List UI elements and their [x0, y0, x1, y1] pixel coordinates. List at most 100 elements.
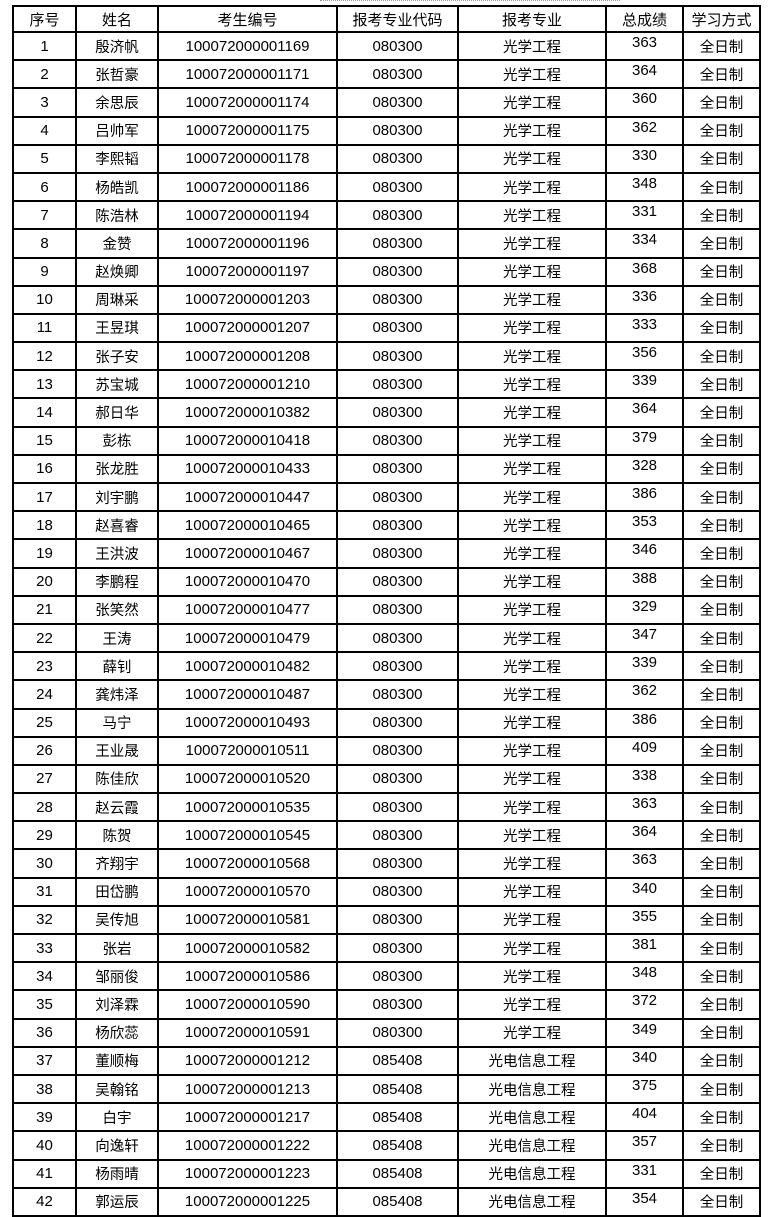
cell-candidate-id: 100072000010479 — [157, 622, 338, 654]
cell-index: 26 — [12, 735, 77, 766]
cell-study-mode: 全日制 — [682, 143, 761, 174]
cell-total-score: 362 — [605, 679, 684, 710]
cell-major-code: 080300 — [336, 820, 459, 851]
cell-study-mode: 全日制 — [682, 115, 761, 146]
cell-index: 23 — [12, 651, 77, 682]
cell-study-mode: 全日制 — [682, 369, 761, 400]
table-row: 16 张龙胜 100072000010433 080300 光学工程 328 全日制 — [12, 453, 761, 485]
cell-index: 42 — [12, 1186, 77, 1217]
cell-name: 吴翰铭 — [75, 1073, 159, 1105]
cell-name: 陈浩林 — [75, 200, 159, 231]
table-row: 29 陈贺 100072000010545 080300 光学工程 364 全日制 — [12, 820, 761, 851]
cell-candidate-id: 100072000010465 — [157, 510, 338, 541]
cell-total-score: 363 — [605, 30, 684, 62]
table-row: 20 李鹏程 100072000010470 080300 光学工程 388 全日制 — [12, 566, 761, 597]
cell-name: 吕帅军 — [75, 115, 159, 146]
cell-major-code: 080300 — [336, 369, 459, 400]
cell-major-code: 085408 — [336, 1073, 459, 1105]
cell-name: 彭栋 — [75, 425, 159, 456]
table-row: 12 张子安 100072000001208 080300 光学工程 356 全日制 — [12, 341, 761, 372]
cell-index: 4 — [12, 115, 77, 146]
cell-study-mode: 全日制 — [682, 904, 761, 936]
cell-study-mode: 全日制 — [682, 1130, 761, 1161]
cell-study-mode: 全日制 — [682, 256, 761, 287]
cell-candidate-id: 100072000010487 — [157, 679, 338, 710]
table-row: 28 赵云霞 100072000010535 080300 光学工程 363 全日制 — [12, 792, 761, 823]
cell-name: 张哲豪 — [75, 59, 159, 90]
cell-major-code: 085408 — [336, 1102, 459, 1133]
cell-candidate-id: 100072000001194 — [157, 200, 338, 231]
cell-candidate-id: 100072000010482 — [157, 651, 338, 682]
cell-major-code: 080300 — [336, 256, 459, 287]
cell-study-mode: 全日制 — [682, 735, 761, 766]
cell-major-code: 080300 — [336, 228, 459, 259]
cell-index: 10 — [12, 284, 77, 315]
cell-study-mode: 全日制 — [682, 1073, 761, 1105]
cell-name: 董顺梅 — [75, 1045, 159, 1076]
cell-index: 22 — [12, 622, 77, 654]
cell-name: 薛钊 — [75, 651, 159, 682]
cell-total-score: 339 — [605, 369, 684, 400]
cell-name: 马宁 — [75, 707, 159, 738]
admission-list-table: 序号 姓名 考生编号 报考专业代码 报考专业 总成绩 学习方式 1 殷济帆 1000… — [12, 5, 761, 1217]
cell-major: 光学工程 — [457, 143, 607, 174]
table-row: 41 杨雨晴 100072000001223 085408 光电信息工程 331 全日制 — [12, 1158, 761, 1189]
cell-major-code: 080300 — [336, 735, 459, 766]
cell-major: 光学工程 — [457, 228, 607, 259]
cell-index: 29 — [12, 820, 77, 851]
cell-major-code: 080300 — [336, 566, 459, 597]
cell-major: 光学工程 — [457, 312, 607, 344]
cell-major-code: 085408 — [336, 1045, 459, 1076]
table-row: 5 李熙韬 100072000001178 080300 光学工程 330 全日制 — [12, 143, 761, 174]
cell-index: 35 — [12, 989, 77, 1020]
cell-major-code: 080300 — [336, 143, 459, 174]
cell-study-mode: 全日制 — [682, 284, 761, 315]
cell-name: 杨欣蕊 — [75, 1017, 159, 1048]
cell-name: 陈贺 — [75, 820, 159, 851]
cell-major: 光学工程 — [457, 961, 607, 992]
cell-name: 向逸轩 — [75, 1130, 159, 1161]
cell-study-mode: 全日制 — [682, 820, 761, 851]
cell-index: 32 — [12, 904, 77, 936]
cell-name: 王洪波 — [75, 538, 159, 569]
cell-name: 张岩 — [75, 932, 159, 964]
cell-candidate-id: 100072000010382 — [157, 397, 338, 428]
cell-major-code: 080300 — [336, 425, 459, 456]
cell-major-code: 080300 — [336, 594, 459, 625]
cell-total-score: 336 — [605, 284, 684, 315]
cell-index: 17 — [12, 481, 77, 513]
cell-total-score: 362 — [605, 115, 684, 146]
cell-total-score: 381 — [605, 932, 684, 964]
table-row: 7 陈浩林 100072000001194 080300 光学工程 331 全日制 — [12, 200, 761, 231]
cell-name: 刘泽霖 — [75, 989, 159, 1020]
table-row: 13 苏宝城 100072000001210 080300 光学工程 339 全日制 — [12, 369, 761, 400]
cell-major: 光电信息工程 — [457, 1186, 607, 1217]
cell-name: 苏宝城 — [75, 369, 159, 400]
cell-study-mode: 全日制 — [682, 200, 761, 231]
cell-name: 金赞 — [75, 228, 159, 259]
cell-index: 36 — [12, 1017, 77, 1048]
cell-major-code: 080300 — [336, 848, 459, 879]
cell-total-score: 346 — [605, 538, 684, 569]
cell-major-code: 080300 — [336, 312, 459, 344]
cell-total-score: 409 — [605, 735, 684, 766]
table-row: 27 陈佳欣 100072000010520 080300 光学工程 338 全日制 — [12, 763, 761, 795]
cell-study-mode: 全日制 — [682, 59, 761, 90]
cell-major-code: 080300 — [336, 876, 459, 907]
cell-major: 光学工程 — [457, 1017, 607, 1048]
cell-major: 光学工程 — [457, 30, 607, 62]
cell-major-code: 080300 — [336, 341, 459, 372]
cell-candidate-id: 100072000010590 — [157, 989, 338, 1020]
cell-major-code: 080300 — [336, 453, 459, 485]
cell-major-code: 080300 — [336, 961, 459, 992]
cell-index: 13 — [12, 369, 77, 400]
cell-index: 9 — [12, 256, 77, 287]
cell-study-mode: 全日制 — [682, 1045, 761, 1076]
cell-index: 6 — [12, 171, 77, 203]
cell-study-mode: 全日制 — [682, 1158, 761, 1189]
cell-candidate-id: 100072000010568 — [157, 848, 338, 879]
header-total-score: 总成绩 — [605, 5, 684, 33]
cell-total-score: 349 — [605, 1017, 684, 1048]
cell-study-mode: 全日制 — [682, 171, 761, 203]
table-row: 8 金赞 100072000001196 080300 光学工程 334 全日制 — [12, 228, 761, 259]
